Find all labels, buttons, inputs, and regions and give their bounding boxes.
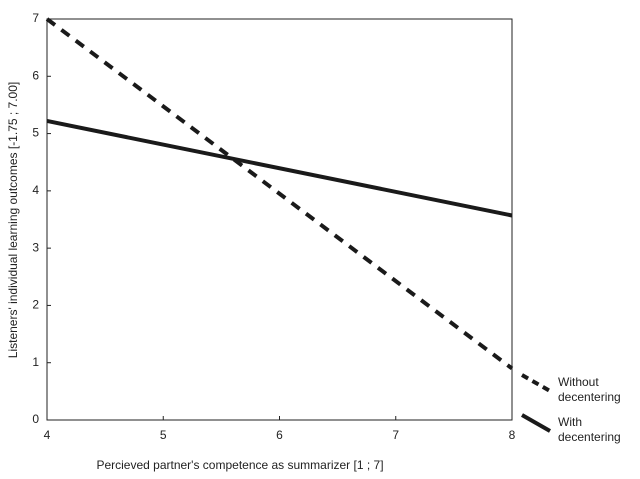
y-tick-label: 4	[32, 183, 39, 197]
y-tick-label: 3	[32, 240, 39, 254]
x-tick-label: 7	[392, 428, 399, 442]
legend-label: With decentering	[558, 415, 621, 444]
y-tick-label: 1	[32, 355, 39, 369]
series-line	[46, 119, 513, 218]
y-tick-label: 5	[32, 126, 39, 140]
x-tick-label: 4	[44, 428, 51, 442]
y-tick-label: 2	[32, 298, 39, 312]
legend-label: Without decentering	[558, 375, 621, 404]
legend-swatch	[521, 373, 551, 393]
series-line	[45, 17, 514, 371]
plot-frame	[46, 18, 513, 421]
x-tick-label: 5	[160, 428, 167, 442]
y-tick-label: 0	[32, 412, 39, 426]
legend-swatch	[521, 413, 551, 433]
x-tick-label: 8	[509, 428, 516, 442]
y-axis-label: Listeners' individual learning outcomes …	[6, 82, 20, 358]
y-tick-label: 6	[32, 68, 39, 82]
x-axis-label: Percieved partner's competence as summar…	[96, 458, 383, 472]
y-tick-label: 7	[32, 11, 39, 25]
x-tick-label: 6	[276, 428, 283, 442]
